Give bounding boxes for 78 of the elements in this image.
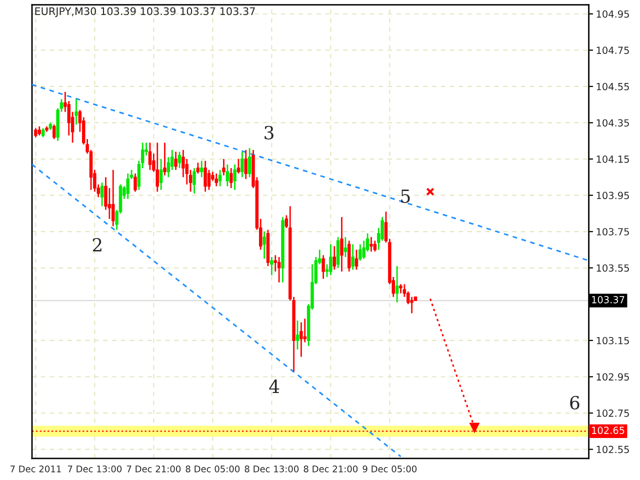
candlestick [100,182,104,207]
candlestick [370,236,373,252]
candlestick [270,256,274,276]
x-tick-label: 8 Dec 05:00 [186,466,240,472]
candlestick [226,164,230,187]
annotation: 5 [401,190,410,203]
candlestick [159,158,163,191]
candlestick [218,169,222,187]
candlestick [74,98,78,126]
candlestick [354,249,358,270]
candlestick [332,245,336,270]
candlestick [395,265,399,304]
y-tick-label: 103.95 [596,192,629,200]
candlestick [329,244,332,276]
annotation: 4 [269,380,280,393]
candlestick [112,169,115,227]
y-tick-label: 104.95 [596,10,629,18]
x-tick-label: 9 Dec 05:00 [362,466,417,472]
candlestick [178,151,182,169]
y-tick-label: 104.75 [596,46,629,54]
candlestick [192,167,196,194]
annotation: 3 [264,126,274,140]
candlestick [336,236,340,269]
chart-title: EURJPY,M30 103.39 103.39 103.37 103.37 [35,7,255,18]
y-tick-label: 103.75 [596,228,629,236]
candlestick [236,158,240,174]
candlestick [340,216,344,272]
y-tick-label: 102.95 [596,373,629,381]
candlestick [244,149,248,180]
candlestick [303,318,306,343]
candlestick [207,169,211,191]
candlestick [200,160,204,178]
y-tick-label: 103.55 [596,264,629,272]
candlestick [296,320,300,350]
candlestick [38,126,41,136]
candlestick [300,322,303,358]
candlestick [262,230,266,260]
x-tick-label: 7 Dec 2011 [10,466,61,472]
candlestick [52,124,56,140]
x-tick-label: 8 Dec 21:00 [304,466,358,472]
candlestick [230,167,233,189]
candlestick [358,244,362,262]
candlestick [222,158,226,176]
candlestick [174,151,178,171]
candlestick [156,142,159,192]
y-tick-label: 104.15 [596,156,629,163]
x-tick-label: 8 Dec 13:00 [244,466,299,472]
candlestick [163,142,166,176]
candlestick [399,284,402,294]
candlestick [322,254,325,280]
y-tick-label: 103.15 [596,336,629,344]
candlestick [277,256,281,284]
candlestick [204,160,207,192]
ref-line-label: 102.65 [592,426,624,434]
y-tick-label: 104.35 [596,119,629,127]
candlestick [351,244,354,270]
candlestick [240,151,244,178]
candlestick [233,164,236,191]
candlestick [126,172,130,200]
annotation: 2 [92,238,102,252]
x-tick-label: 7 Dec 13:00 [68,466,122,472]
y-tick-label: 102.75 [596,410,629,417]
candlestick [34,127,38,138]
x-tick-label: 7 Dec 21:00 [126,466,181,472]
candlestick [214,172,218,187]
candlestick [348,240,351,272]
candlestick [344,236,348,258]
y-tick-label: 102.55 [596,446,629,454]
candlestick [373,240,377,252]
ref-line-label: 103.37 [592,296,624,304]
candlestick [196,162,200,174]
candlestick [148,142,152,171]
candlestick [41,127,45,138]
y-tick-label: 104.55 [596,82,629,90]
candlestick [248,147,252,178]
annotation: 6 [570,396,580,410]
candlestick [134,172,137,192]
candlestick [410,296,414,314]
